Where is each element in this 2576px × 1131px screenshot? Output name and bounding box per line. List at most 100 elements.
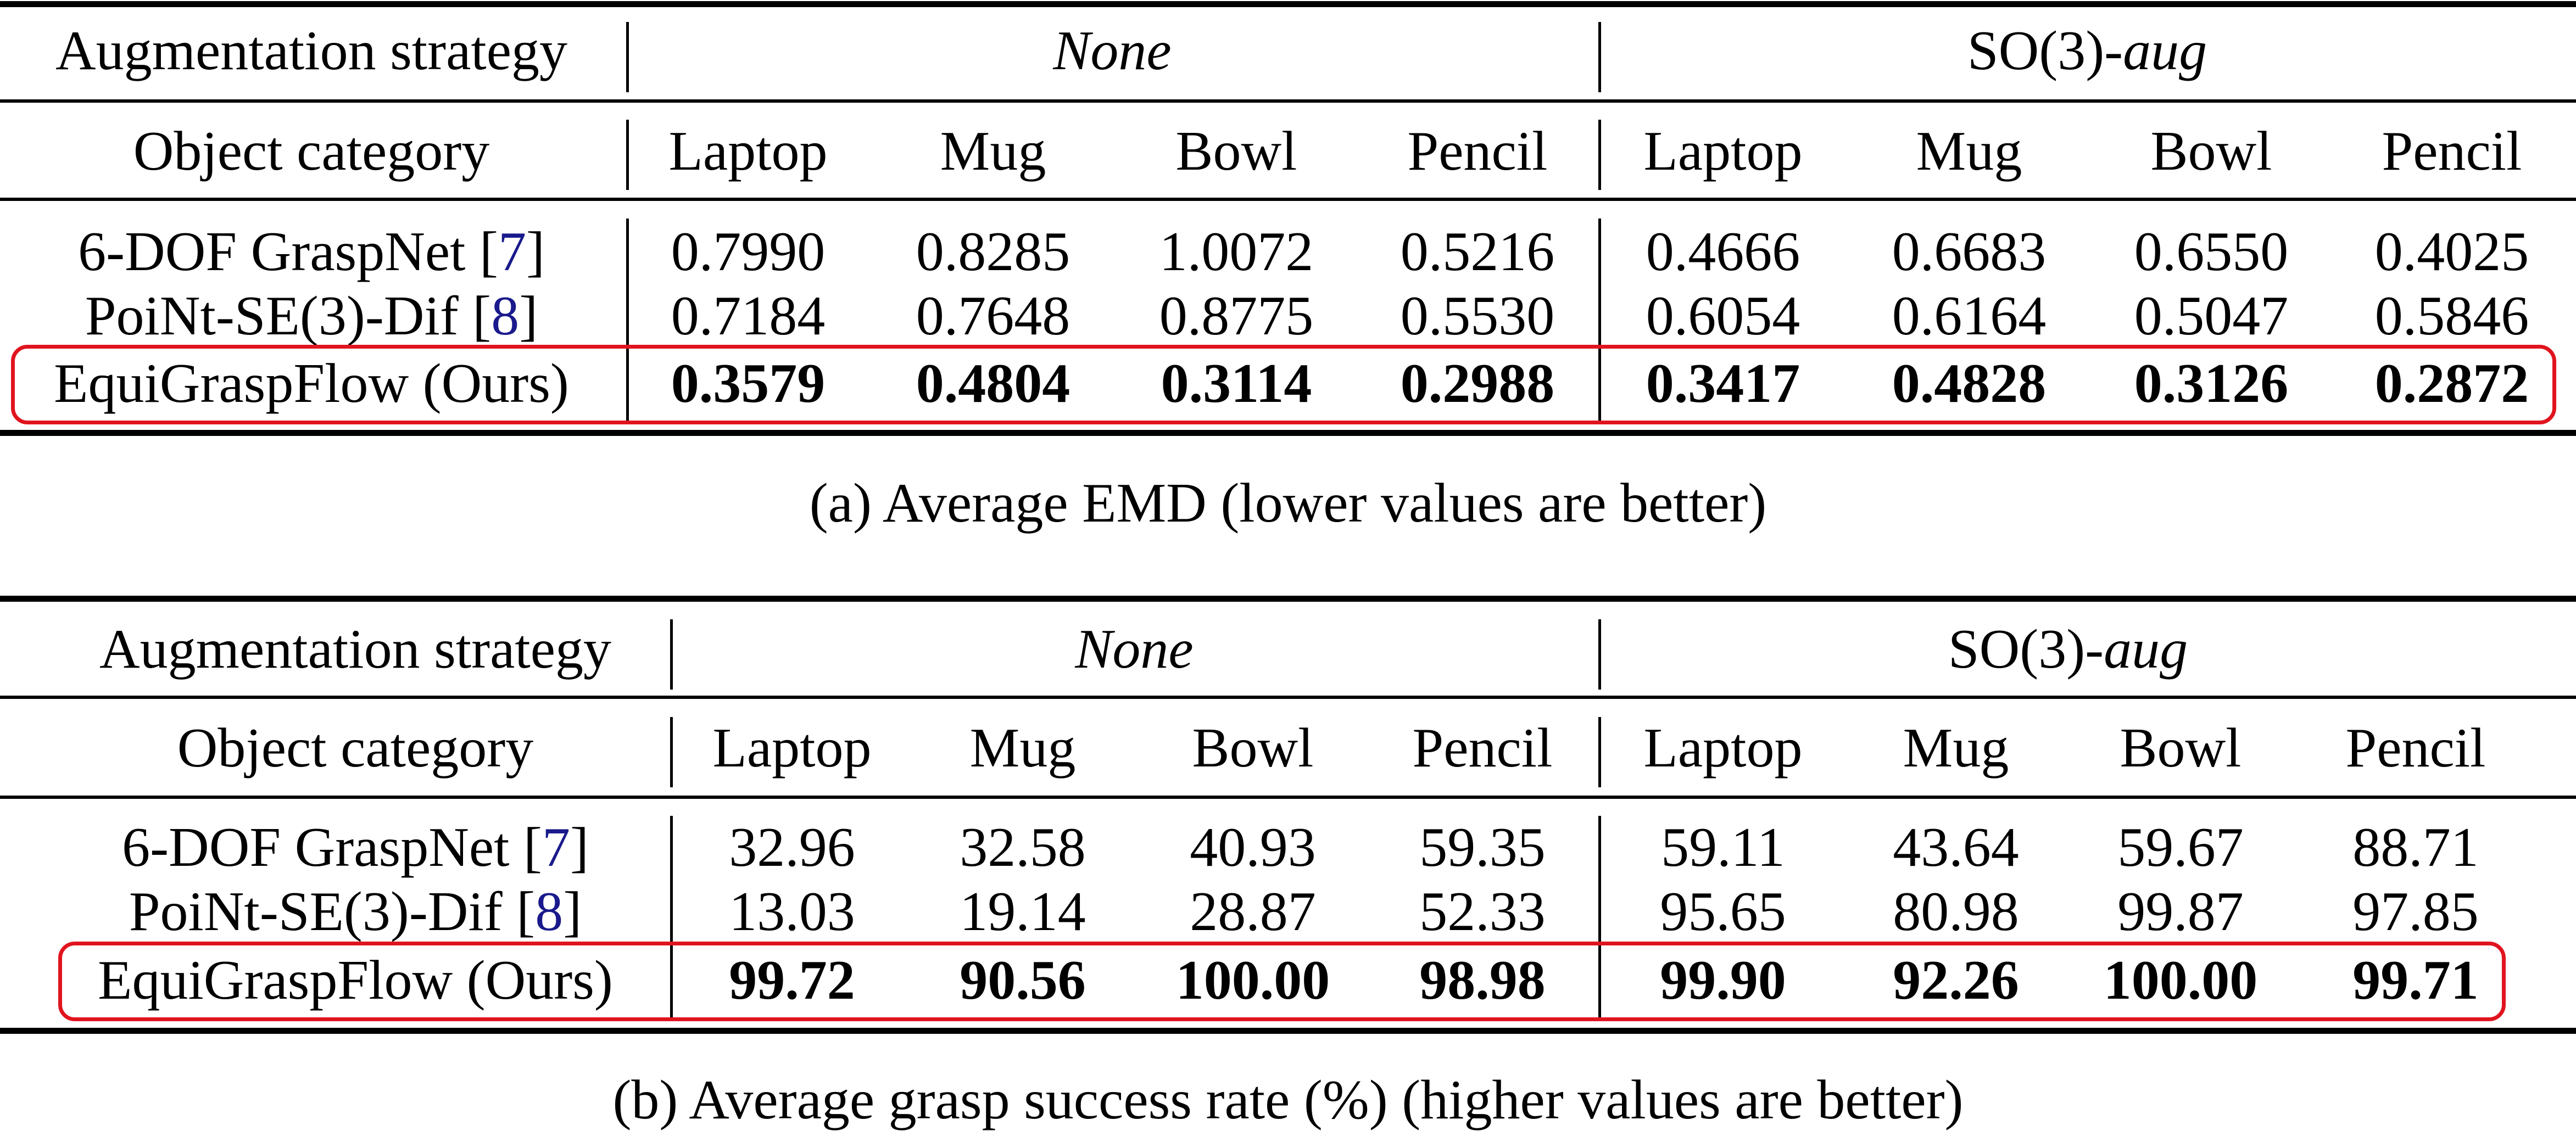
value-cell: 0.6164 xyxy=(1892,285,2047,347)
header-category-label: Object category xyxy=(177,717,534,779)
value-cell: 52.33 xyxy=(1419,881,1546,943)
table-grasp-success: Augmentation strategy None SO(3)-aug Obj… xyxy=(0,593,2576,1043)
value-cell-best: 0.3114 xyxy=(1161,352,1312,415)
category-header: Bowl xyxy=(1175,120,1297,182)
header-category-label: Object category xyxy=(133,120,490,182)
value-cell: 13.03 xyxy=(729,881,855,943)
column-divider xyxy=(670,619,673,690)
group-so3-suffix: aug xyxy=(2104,618,2188,680)
group-so3-suffix: aug xyxy=(2123,20,2207,82)
bottom-rule xyxy=(0,430,2576,436)
ours-row-highlight xyxy=(58,942,2506,1021)
value-cell: 0.6683 xyxy=(1892,221,2047,283)
column-divider xyxy=(1598,120,1601,190)
value-cell: 40.93 xyxy=(1190,816,1316,878)
value-cell: 0.6054 xyxy=(1646,285,1800,347)
header-augmentation-label: Augmentation strategy xyxy=(55,20,567,82)
value-cell: 0.4025 xyxy=(2374,221,2529,283)
category-header: Bowl xyxy=(2150,120,2272,182)
citation-link[interactable]: 7 xyxy=(542,816,570,878)
value-cell: 43.64 xyxy=(1893,816,2019,878)
value-cell: 80.98 xyxy=(1893,881,2019,943)
column-divider xyxy=(626,22,629,92)
value-cell: 0.5530 xyxy=(1400,285,1555,347)
column-divider xyxy=(1598,816,1601,1021)
table-b-caption: (b) Average grasp success rate (%) (high… xyxy=(612,1069,1964,1131)
value-cell: 28.87 xyxy=(1190,881,1316,943)
group-so3-header: SO(3)-aug xyxy=(1948,622,2188,678)
column-divider xyxy=(626,219,629,422)
category-header: Pencil xyxy=(1412,717,1553,779)
header-rule xyxy=(0,696,2576,699)
value-cell-best: 98.98 xyxy=(1419,949,1546,1011)
category-header: Pencil xyxy=(2345,717,2486,779)
value-cell: 0.4666 xyxy=(1646,221,1800,283)
top-rule xyxy=(0,596,2576,602)
header-rule xyxy=(0,99,2576,103)
value-cell-best: 0.4828 xyxy=(1892,352,2047,415)
value-cell-best: 0.3579 xyxy=(671,352,826,415)
group-so3-prefix: SO(3)- xyxy=(1948,618,2104,680)
citation-link[interactable]: 7 xyxy=(498,221,526,283)
citation-link[interactable]: 8 xyxy=(491,285,520,347)
category-header: Mug xyxy=(969,717,1076,779)
group-so3-prefix: SO(3)- xyxy=(1967,20,2123,82)
value-cell: 0.7648 xyxy=(916,285,1070,347)
category-header: Mug xyxy=(940,120,1046,182)
value-cell: 0.7184 xyxy=(671,285,826,347)
value-cell-best: 100.00 xyxy=(1175,949,1330,1011)
column-divider xyxy=(1598,219,1601,422)
column-divider xyxy=(1598,619,1601,690)
category-header: Pencil xyxy=(2382,120,2522,182)
method-name-ours: EquiGraspFlow (Ours) xyxy=(98,949,613,1011)
method-name: 6-DOF GraspNet [7] xyxy=(122,816,589,878)
bottom-rule xyxy=(0,1028,2576,1034)
value-cell: 32.96 xyxy=(729,816,855,878)
table-a-caption: (a) Average EMD (lower values are better… xyxy=(809,472,1767,534)
category-header: Laptop xyxy=(668,120,828,182)
value-cell: 1.0072 xyxy=(1159,221,1314,283)
value-cell: 0.5216 xyxy=(1400,221,1555,283)
value-cell-best: 0.4804 xyxy=(916,352,1070,415)
table-average-emd: Augmentation strategy None SO(3)-aug Obj… xyxy=(0,0,2576,439)
value-cell: 99.87 xyxy=(2117,881,2244,943)
category-header: Laptop xyxy=(1643,120,1803,182)
column-divider xyxy=(670,717,673,787)
group-none-header: None xyxy=(1075,618,1194,680)
value-cell-best: 99.71 xyxy=(2352,949,2479,1011)
value-cell: 0.8775 xyxy=(1159,285,1314,347)
value-cell: 97.85 xyxy=(2352,881,2479,943)
method-name: PoiNt-SE(3)-Dif [8] xyxy=(129,881,582,943)
method-name: 6-DOF GraspNet [7] xyxy=(78,221,545,283)
category-header: Laptop xyxy=(712,717,872,779)
value-cell: 0.8285 xyxy=(916,221,1070,283)
value-cell-best: 99.90 xyxy=(1660,949,1786,1011)
method-name: PoiNt-SE(3)-Dif [8] xyxy=(85,285,538,347)
value-cell: 59.11 xyxy=(1661,816,1785,878)
value-cell: 32.58 xyxy=(960,816,1086,878)
column-divider xyxy=(1598,717,1601,787)
value-cell-best: 92.26 xyxy=(1893,949,2019,1011)
value-cell: 0.7990 xyxy=(671,221,826,283)
value-cell-best: 0.2988 xyxy=(1400,352,1555,415)
value-cell: 59.67 xyxy=(2117,816,2244,878)
ours-row-highlight xyxy=(11,345,2556,424)
method-name-ours: EquiGraspFlow (Ours) xyxy=(54,352,569,415)
value-cell: 95.65 xyxy=(1660,881,1786,943)
category-header: Pencil xyxy=(1407,120,1548,182)
column-divider xyxy=(670,816,673,1021)
value-cell: 19.14 xyxy=(960,881,1086,943)
group-none-header: None xyxy=(1053,20,1172,82)
header-rule xyxy=(0,796,2576,799)
column-divider xyxy=(626,120,629,190)
value-cell: 0.6550 xyxy=(2134,221,2289,283)
value-cell-best: 99.72 xyxy=(729,949,855,1011)
category-header: Laptop xyxy=(1643,717,1803,779)
category-header: Bowl xyxy=(2120,717,2242,779)
value-cell: 0.5846 xyxy=(2374,285,2529,347)
header-rule xyxy=(0,198,2576,201)
category-header: Mug xyxy=(1916,120,2022,182)
category-header: Bowl xyxy=(1192,717,1314,779)
citation-link[interactable]: 8 xyxy=(535,881,564,943)
value-cell: 0.5047 xyxy=(2134,285,2289,347)
